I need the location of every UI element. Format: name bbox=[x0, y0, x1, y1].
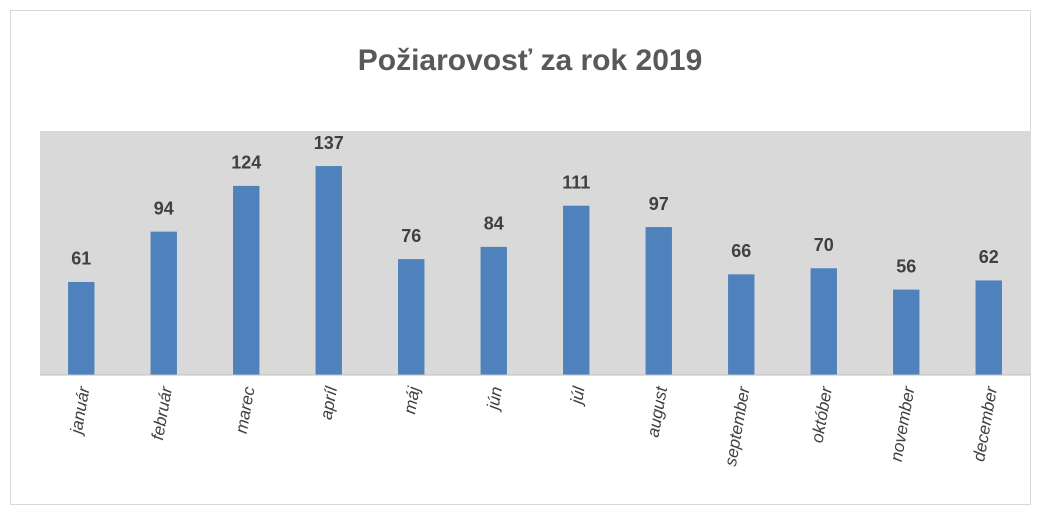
bar bbox=[810, 268, 837, 375]
bar bbox=[480, 246, 507, 375]
data-label: 62 bbox=[979, 247, 999, 267]
data-label: 111 bbox=[562, 172, 590, 192]
bar bbox=[68, 281, 95, 375]
bar bbox=[728, 274, 755, 375]
bar bbox=[398, 259, 425, 375]
x-tick-label: jún bbox=[483, 385, 506, 413]
bar bbox=[975, 280, 1002, 375]
data-label: 137 bbox=[314, 133, 344, 153]
x-tick-label: máj bbox=[400, 384, 424, 415]
bar bbox=[233, 185, 260, 375]
plot-area bbox=[40, 131, 1030, 375]
x-tick-label: júl bbox=[567, 384, 589, 407]
data-label: 61 bbox=[71, 249, 91, 269]
data-label: 56 bbox=[896, 256, 916, 276]
data-label: 97 bbox=[649, 194, 669, 214]
data-label: 70 bbox=[814, 235, 834, 255]
data-label: 94 bbox=[154, 198, 174, 218]
data-label: 84 bbox=[484, 214, 504, 234]
bar bbox=[150, 231, 177, 375]
bar bbox=[645, 227, 672, 375]
bar bbox=[315, 166, 342, 375]
chart-title: Požiarovosť za rok 2019 bbox=[358, 44, 703, 77]
data-label: 66 bbox=[731, 241, 751, 261]
bar bbox=[893, 289, 920, 375]
data-label: 76 bbox=[401, 226, 421, 246]
data-label: 124 bbox=[231, 153, 261, 173]
bar bbox=[563, 205, 590, 375]
